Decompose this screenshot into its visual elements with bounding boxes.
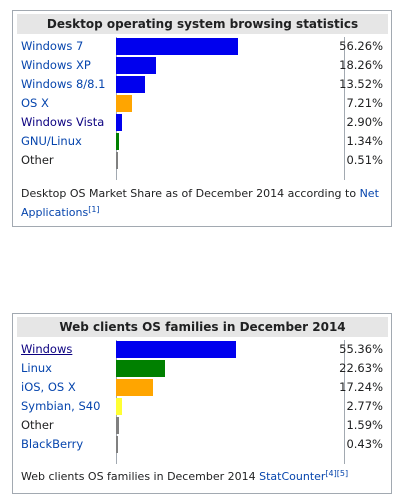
bar-other — [116, 417, 119, 434]
table-row: Windows 55.36% — [13, 340, 391, 359]
percent-value: 1.59% — [346, 418, 383, 432]
percent-value: 22.63% — [339, 361, 383, 375]
os-link-os-x[interactable]: OS X — [21, 96, 49, 110]
os-link-linux[interactable]: Linux — [21, 361, 52, 375]
percent-value: 55.36% — [339, 342, 383, 356]
bar-gnu-linux — [116, 133, 119, 150]
bar-windows-xp — [116, 57, 156, 74]
table-row: GNU/Linux 1.34% — [13, 132, 391, 151]
os-link-windows-8[interactable]: Windows 8/8.1 — [21, 77, 106, 91]
percent-value: 2.77% — [346, 399, 383, 413]
table-caption: Web clients OS families in December 2014… — [21, 467, 383, 486]
os-label-other: Other — [21, 153, 54, 167]
percent-value: 1.34% — [346, 134, 383, 148]
table-title: Web clients OS families in December 2014 — [17, 317, 388, 337]
reference-link[interactable]: [1] — [88, 205, 100, 214]
os-label-other: Other — [21, 418, 54, 432]
table-row: Windows 8/8.1 13.52% — [13, 75, 391, 94]
table-caption: Desktop OS Market Share as of December 2… — [21, 184, 383, 222]
table-row: Linux 22.63% — [13, 359, 391, 378]
bar-windows-vista — [116, 114, 122, 131]
os-link-windows[interactable]: Windows — [21, 342, 73, 356]
os-link-ios-os-x[interactable]: iOS, OS X — [21, 380, 76, 394]
table-row: BlackBerry 0.43% — [13, 435, 391, 454]
table-row: Symbian, S40 2.77% — [13, 397, 391, 416]
percent-value: 56.26% — [339, 39, 383, 53]
os-link-windows-vista[interactable]: Windows Vista — [21, 115, 105, 129]
reference-link[interactable]: [4][5] — [325, 469, 349, 478]
table-row: Windows XP 18.26% — [13, 56, 391, 75]
source-link-statcounter[interactable]: StatCounter — [259, 470, 326, 483]
bar-windows-8 — [116, 76, 145, 93]
bar-linux — [116, 360, 165, 377]
table-row: iOS, OS X 17.24% — [13, 378, 391, 397]
os-link-gnu-linux[interactable]: GNU/Linux — [21, 134, 82, 148]
percent-value: 13.52% — [339, 77, 383, 91]
percent-value: 2.90% — [346, 115, 383, 129]
bar-ios-os-x — [116, 379, 153, 396]
desktop-os-stats-table: Desktop operating system browsing statis… — [12, 10, 392, 227]
percent-value: 0.51% — [346, 153, 383, 167]
bar-symbian-s40 — [116, 398, 122, 415]
table-row: Other 0.51% — [13, 151, 391, 170]
percent-value: 17.24% — [339, 380, 383, 394]
table-row: Windows 7 56.26% — [13, 37, 391, 56]
table-row: Windows Vista 2.90% — [13, 113, 391, 132]
table-row: OS X 7.21% — [13, 94, 391, 113]
column-divider — [344, 340, 345, 464]
percent-value: 18.26% — [339, 58, 383, 72]
column-divider — [344, 37, 345, 180]
percent-value: 7.21% — [346, 96, 383, 110]
bar-windows-7 — [116, 38, 238, 55]
percent-value: 0.43% — [346, 437, 383, 451]
table-row: Other 1.59% — [13, 416, 391, 435]
os-link-windows-7[interactable]: Windows 7 — [21, 39, 84, 53]
caption-text: Web clients OS families in December 2014 — [21, 470, 260, 483]
os-link-symbian-s40[interactable]: Symbian, S40 — [21, 399, 101, 413]
bar-blackberry — [116, 436, 118, 453]
bar-other — [116, 152, 118, 169]
web-clients-os-table: Web clients OS families in December 2014… — [12, 313, 392, 494]
bar-windows — [116, 341, 236, 358]
os-link-windows-xp[interactable]: Windows XP — [21, 58, 91, 72]
os-link-blackberry[interactable]: BlackBerry — [21, 437, 84, 451]
source-link-net-applications[interactable]: Net Applications — [21, 187, 379, 219]
bar-os-x — [116, 95, 132, 112]
caption-text: Desktop OS Market Share as of December 2… — [21, 187, 360, 200]
table-title: Desktop operating system browsing statis… — [17, 14, 388, 34]
